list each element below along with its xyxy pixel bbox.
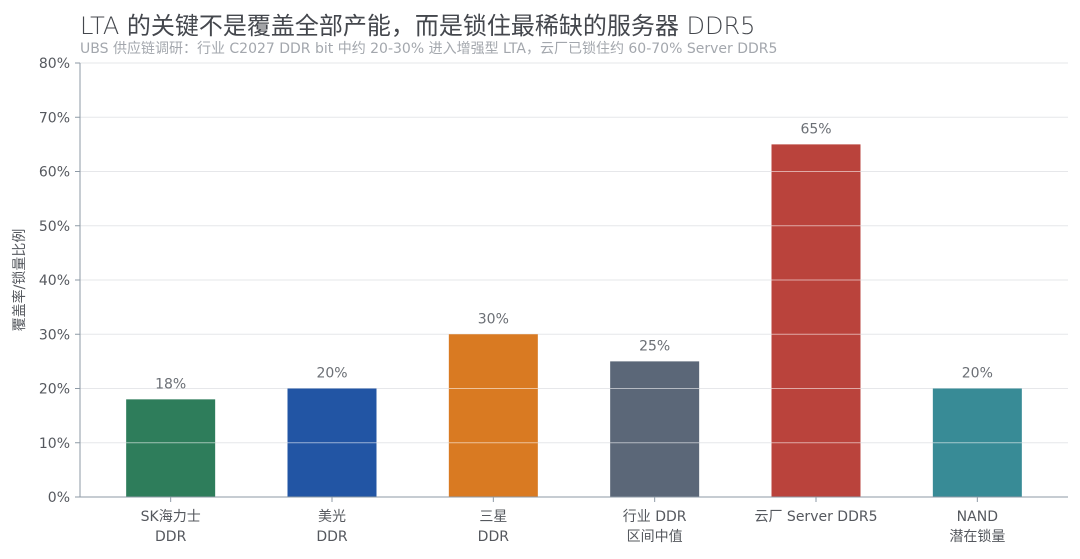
x-tick-label: 潜在锁量	[949, 529, 1005, 545]
bar	[771, 144, 861, 497]
axes	[75, 62, 1068, 502]
y-tick-label: 0%	[48, 490, 70, 506]
x-tick-label: NAND	[957, 509, 998, 525]
labels: 0% 10% 20% 30% 40% 50% 60% 70% 80% 18% SK海力士 DDR 20%…	[39, 56, 1005, 545]
data-label: 20%	[316, 366, 347, 382]
chart-subtitle: UBS 供应链调研：行业 C2027 DDR bit 中约 20-30% 进入增…	[80, 41, 778, 57]
x-tick-label: SK海力士	[141, 509, 201, 525]
x-tick-label: 三星	[479, 509, 507, 525]
data-label: 25%	[639, 338, 670, 354]
bars	[126, 144, 1022, 497]
bar	[448, 334, 538, 497]
data-label: 65%	[800, 121, 831, 137]
data-label: 30%	[478, 311, 509, 327]
x-tick-label: DDR	[316, 529, 348, 545]
x-tick-label: 云厂 Server DDR5	[754, 509, 877, 525]
data-label: 20%	[962, 366, 993, 382]
y-tick-label: 50%	[39, 219, 70, 235]
y-tick-label: 60%	[39, 165, 70, 181]
x-tick-label: 行业 DDR	[623, 509, 687, 525]
x-tick-label: DDR	[155, 529, 187, 545]
y-tick-label: 80%	[39, 56, 70, 72]
x-tick-label: 美光	[318, 509, 346, 525]
y-tick-label: 40%	[39, 273, 70, 289]
x-tick-label: 区间中值	[627, 529, 683, 545]
y-tick-label: 20%	[39, 382, 70, 398]
y-axis-label: 覆盖率/锁量比例	[11, 229, 28, 332]
chart-title: LTA 的关键不是覆盖全部产能，而是锁住最稀缺的服务器 DDR5	[80, 12, 756, 40]
bar	[126, 399, 216, 497]
x-tick-label: DDR	[478, 529, 510, 545]
data-label: 18%	[155, 376, 186, 392]
bar	[610, 361, 700, 497]
y-tick-label: 70%	[39, 110, 70, 126]
y-tick-label: 30%	[39, 327, 70, 343]
y-tick-label: 10%	[39, 436, 70, 452]
grid-lines	[80, 62, 1068, 444]
